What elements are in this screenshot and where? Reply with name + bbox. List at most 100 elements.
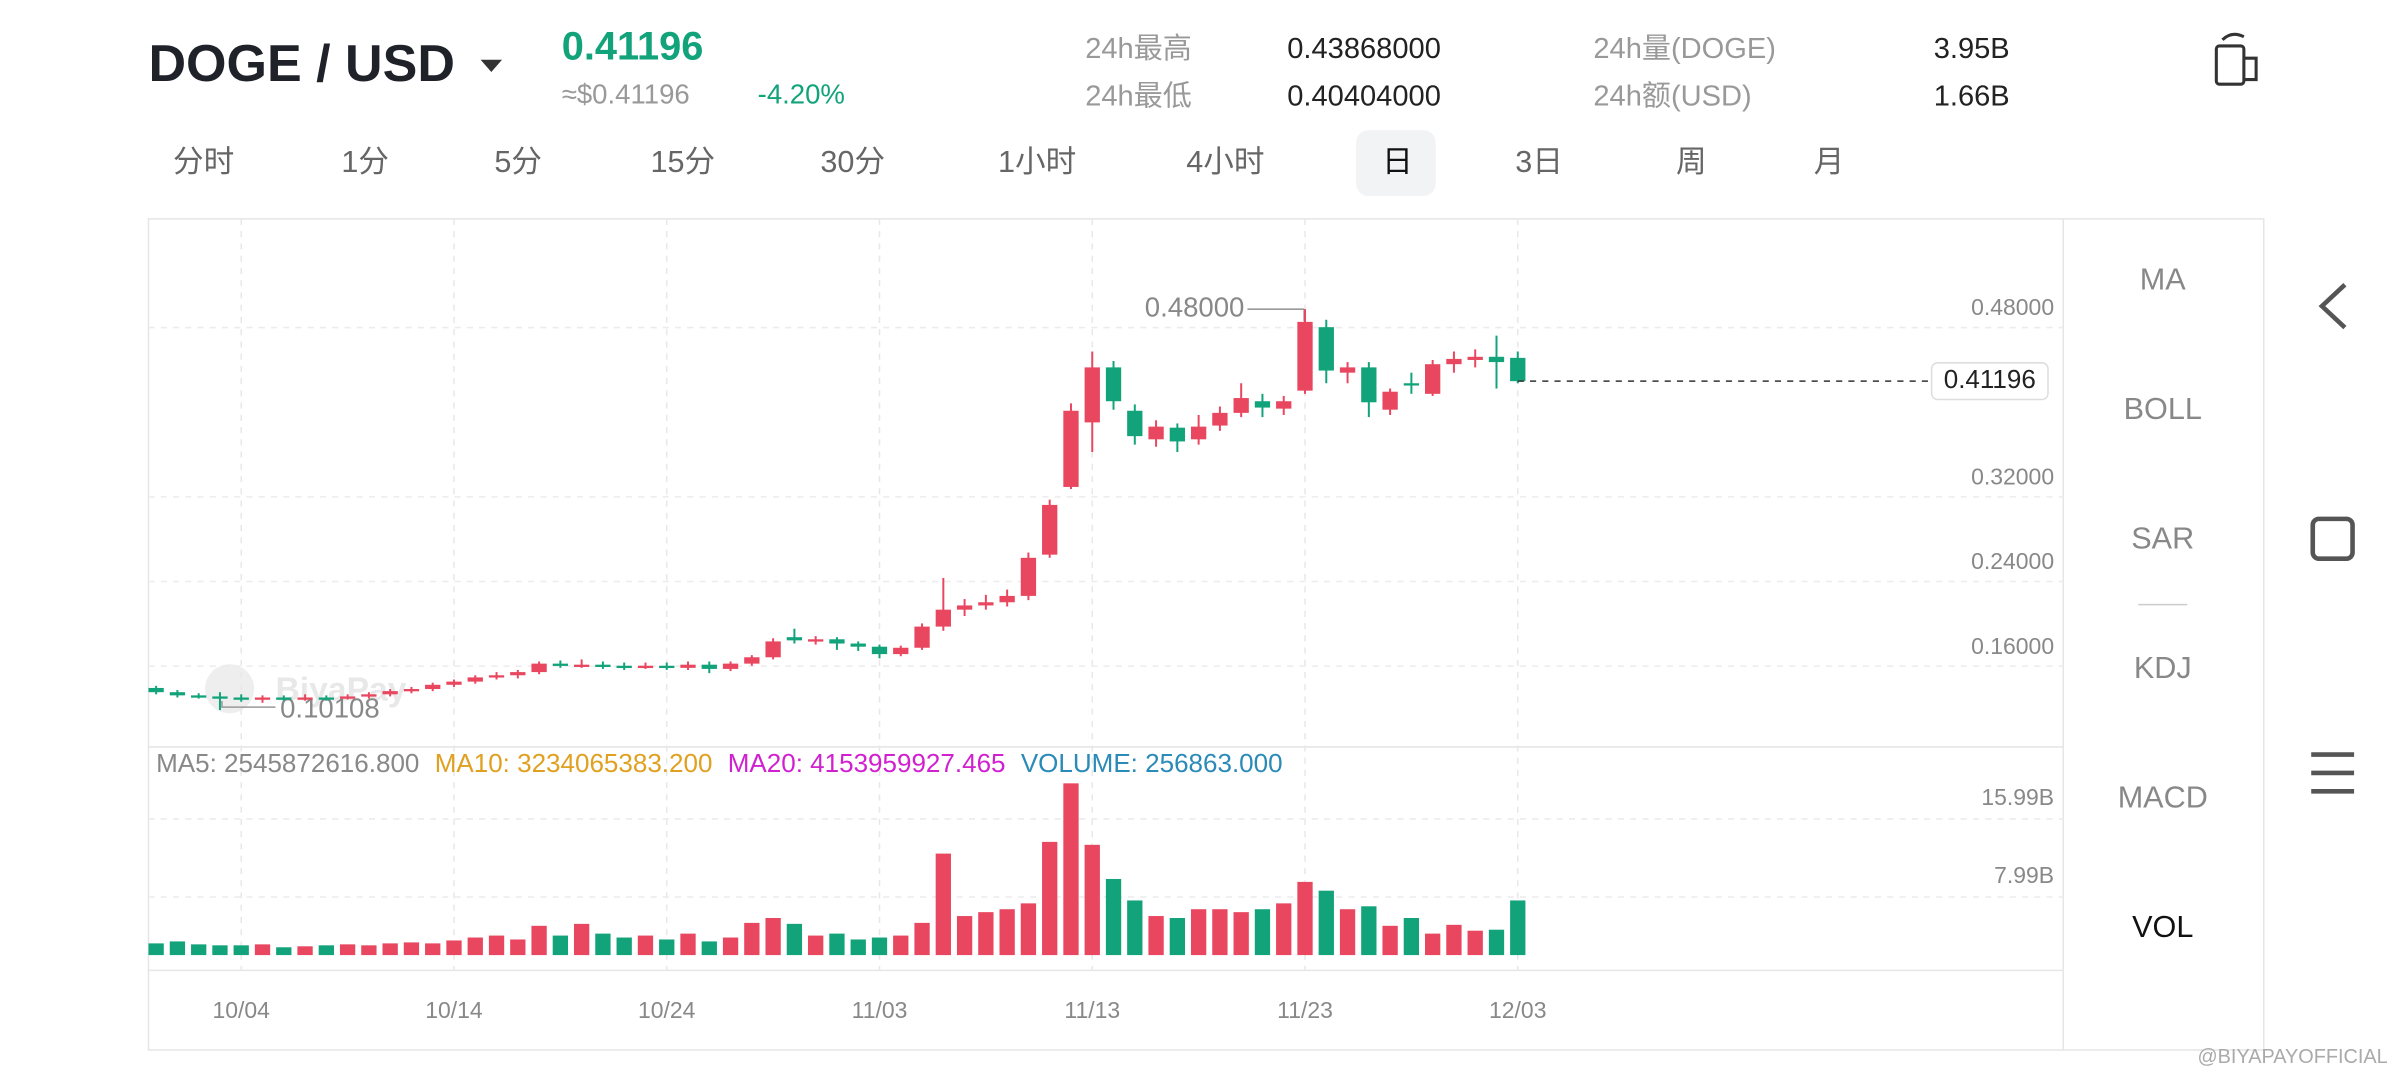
candle-body	[1467, 356, 1483, 360]
dropdown-icon[interactable]	[480, 59, 503, 72]
volume-bar	[956, 916, 973, 956]
back-button[interactable]	[2318, 283, 2347, 330]
volume-bar	[850, 939, 866, 956]
volume-bar	[148, 943, 164, 956]
volume-bar	[1276, 903, 1292, 956]
candle-body	[659, 665, 675, 669]
candle-body	[1446, 358, 1462, 365]
time-tab[interactable]: 分时	[173, 145, 234, 179]
volume-bar	[403, 942, 420, 956]
volume-bar	[446, 940, 462, 956]
tab-active-bg	[1356, 130, 1436, 196]
high-label: 0.48000	[1145, 291, 1245, 322]
stat-value: 1.66B	[1934, 81, 2010, 113]
candle-body	[595, 664, 611, 667]
watermark: BiyaPay	[276, 672, 407, 709]
volume-bar	[1042, 841, 1058, 956]
candle-body	[361, 694, 377, 697]
volume-bar	[1127, 900, 1143, 956]
y-tick-label: 0.48000	[1971, 294, 2054, 320]
candle-body	[1382, 391, 1398, 410]
candle-body	[722, 663, 739, 669]
price: 0.41196	[562, 24, 704, 68]
time-tab[interactable]: 4小时	[1186, 145, 1264, 179]
candle-body	[1169, 427, 1186, 442]
candle-body	[701, 664, 717, 669]
volume-bar	[1382, 925, 1398, 956]
time-tab[interactable]: 日	[1382, 145, 1413, 179]
candle-body	[956, 605, 973, 610]
candle-body	[1084, 367, 1100, 423]
x-tick-label: 10/24	[638, 997, 696, 1023]
volume-bar	[1510, 900, 1526, 956]
indicator-tab[interactable]: MA	[2140, 263, 2186, 297]
volume-bar	[1254, 909, 1271, 956]
x-tick-label: 10/04	[213, 997, 271, 1023]
volume-bar	[1446, 924, 1462, 956]
candle-body	[425, 684, 441, 690]
candle-body	[339, 696, 356, 699]
volume-bar	[722, 937, 739, 956]
x-tick-label: 11/23	[1277, 997, 1333, 1023]
volume-bar	[1488, 929, 1505, 956]
candle-body	[382, 691, 398, 695]
candle-body	[1042, 504, 1058, 555]
volume-bar	[1339, 909, 1356, 956]
candle-body	[1297, 321, 1313, 391]
time-tab[interactable]: 15分	[651, 145, 716, 179]
time-tab[interactable]: 月	[1814, 145, 1845, 179]
volume-bar	[1318, 890, 1334, 956]
volume-bar	[254, 944, 271, 956]
volume-bar	[488, 935, 505, 956]
indicator-tab[interactable]: KDJ	[2134, 651, 2192, 685]
volume-bar	[765, 918, 781, 956]
y-tick-label: 0.24000	[1971, 548, 2054, 574]
indicator-tab[interactable]: VOL	[2132, 910, 2193, 944]
candle-body	[765, 641, 781, 658]
volume-bar	[616, 937, 632, 956]
candle-body	[1190, 426, 1207, 440]
indicator-tab[interactable]: MACD	[2118, 781, 2208, 815]
change: -4.20%	[758, 79, 845, 110]
time-tab[interactable]: 3日	[1515, 145, 1563, 179]
volume-bar	[1190, 909, 1207, 956]
volume-bar	[531, 925, 547, 956]
volume-bar	[1148, 916, 1164, 956]
volume-bar	[1169, 918, 1186, 956]
stat-label: 24h最低	[1085, 80, 1192, 113]
volume-bar	[1361, 906, 1377, 956]
time-tab[interactable]: 30分	[820, 145, 885, 179]
x-tick-label: 11/13	[1064, 997, 1120, 1023]
indicator-tab[interactable]: BOLL	[2124, 392, 2202, 426]
pair[interactable]: DOGE / USD	[148, 35, 454, 93]
indicator-tab[interactable]: SAR	[2131, 522, 2194, 556]
y-tick-label: 7.99B	[1994, 862, 2054, 888]
candle-body	[978, 602, 994, 606]
y-tick-label: 0.16000	[1971, 633, 2054, 659]
volume-bar	[1297, 881, 1313, 956]
volume-bar	[978, 912, 994, 956]
candle-body	[488, 675, 505, 678]
menu-button[interactable]	[2311, 752, 2355, 794]
volume-bar	[212, 945, 228, 956]
time-tab[interactable]: 1分	[341, 145, 389, 179]
home-button[interactable]	[2310, 516, 2355, 561]
time-tab[interactable]: 1小时	[998, 145, 1076, 179]
rotate-icon[interactable]	[2214, 32, 2258, 86]
volume-bar	[808, 935, 824, 956]
x-tick-label: 12/03	[1489, 997, 1546, 1023]
candle-body	[808, 639, 824, 642]
volume-bar	[1063, 783, 1079, 956]
volume-bar	[552, 935, 569, 956]
candle-body	[148, 687, 164, 693]
candle-body	[169, 692, 186, 696]
time-tab[interactable]: 周	[1676, 145, 1707, 179]
candle-body	[744, 657, 760, 664]
candle-body	[403, 689, 420, 692]
time-tab[interactable]: 5分	[494, 145, 542, 179]
volume-bar	[425, 943, 441, 956]
candle-body	[1254, 401, 1271, 408]
stat-label: 24h最高	[1085, 32, 1192, 65]
volume-bar	[744, 922, 760, 956]
